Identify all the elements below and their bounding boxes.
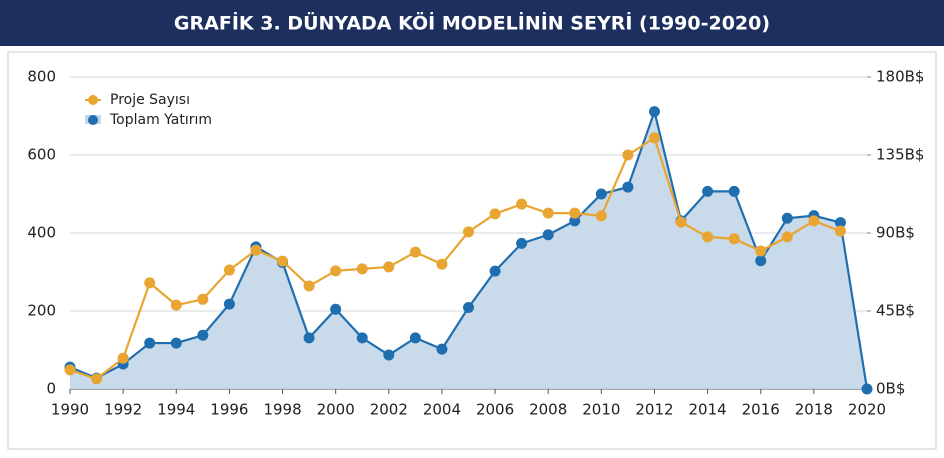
frame xyxy=(7,51,937,450)
marker xyxy=(277,255,289,267)
y-tick-label: 800 xyxy=(27,68,56,86)
marker xyxy=(463,302,474,314)
marker xyxy=(595,188,607,200)
x-tick-label: 2020 xyxy=(848,401,886,419)
marker xyxy=(675,216,687,228)
x-tick-label: 1994 xyxy=(157,401,195,419)
marker xyxy=(223,264,235,276)
y2-tick-label: 180B$ xyxy=(876,68,924,86)
marker xyxy=(463,226,474,238)
marker xyxy=(595,210,607,222)
marker xyxy=(755,255,767,267)
y-tick-label: 200 xyxy=(27,302,56,320)
y-tick-label: 600 xyxy=(27,146,56,164)
marker xyxy=(330,303,342,315)
marker xyxy=(648,106,660,118)
marker xyxy=(303,280,315,292)
legend-marker xyxy=(88,95,98,105)
x-tick-label: 1990 xyxy=(51,401,89,419)
x-tick-label: 2012 xyxy=(635,401,673,419)
marker xyxy=(516,237,528,249)
marker xyxy=(250,244,262,256)
x-tick-label: 1992 xyxy=(104,401,142,419)
marker xyxy=(330,265,342,277)
marker xyxy=(223,298,235,310)
title-bar xyxy=(0,0,944,46)
x-tick-label: 2014 xyxy=(689,401,727,419)
marker xyxy=(197,329,209,341)
area xyxy=(70,111,867,390)
marker xyxy=(197,293,209,305)
marker xyxy=(569,207,581,219)
marker xyxy=(781,212,793,224)
x-tick-label: 2008 xyxy=(529,401,567,419)
chart-title: GRAFİK 3. DÜNYADA KÖİ MODELİNİN SEYRİ (1… xyxy=(174,11,770,35)
y-tick-label: 400 xyxy=(27,224,56,242)
y2-tick-label: 135B$ xyxy=(876,146,924,164)
y2-tick-label: 0B$ xyxy=(876,380,905,398)
x-tick-label: 2006 xyxy=(476,401,514,419)
marker xyxy=(356,263,368,275)
marker xyxy=(648,132,660,144)
marker xyxy=(702,231,714,243)
marker xyxy=(170,337,182,349)
marker xyxy=(436,343,448,355)
marker xyxy=(569,215,581,227)
x-tick-label: 1998 xyxy=(263,401,301,419)
x-tick-label: 2004 xyxy=(423,401,461,419)
marker xyxy=(542,207,554,219)
legend-label: Toplam Yatırım xyxy=(109,112,212,128)
x-tick-label: 2000 xyxy=(317,401,355,419)
marker xyxy=(91,373,103,385)
marker xyxy=(622,149,634,161)
y-tick-label: 0 xyxy=(46,380,56,398)
marker xyxy=(702,185,714,197)
marker xyxy=(356,332,368,344)
legend-marker xyxy=(88,115,98,125)
marker xyxy=(144,277,156,289)
marker xyxy=(861,383,873,395)
marker xyxy=(409,246,421,258)
marker xyxy=(728,233,740,245)
marker xyxy=(303,332,315,344)
marker xyxy=(489,265,501,277)
marker xyxy=(436,258,448,270)
y2-tick-label: 90B$ xyxy=(876,224,915,242)
marker xyxy=(834,225,846,237)
marker xyxy=(542,229,554,241)
marker xyxy=(64,364,76,376)
marker xyxy=(755,245,767,257)
marker xyxy=(781,231,793,243)
marker xyxy=(622,181,634,193)
x-tick-label: 2016 xyxy=(742,401,780,419)
marker xyxy=(383,349,395,361)
marker xyxy=(808,215,820,227)
marker xyxy=(383,261,395,273)
marker xyxy=(144,337,156,349)
x-tick-label: 2002 xyxy=(370,401,408,419)
marker xyxy=(516,198,528,210)
x-tick-label: 1996 xyxy=(210,401,248,419)
y2-tick-label: 45B$ xyxy=(876,302,915,320)
marker xyxy=(170,299,182,311)
marker xyxy=(409,332,421,344)
marker xyxy=(728,185,740,197)
x-tick-label: 2018 xyxy=(795,401,833,419)
x-tick-label: 2010 xyxy=(582,401,620,419)
marker xyxy=(117,352,129,364)
legend-label: Proje Sayısı xyxy=(110,92,190,108)
marker xyxy=(489,208,501,220)
marker xyxy=(834,217,846,229)
